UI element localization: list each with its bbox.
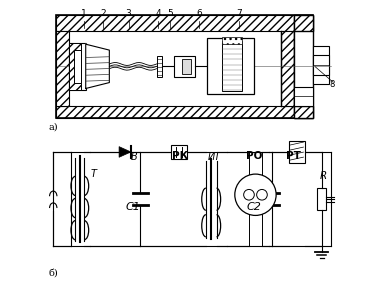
Circle shape — [257, 190, 267, 200]
Bar — [294, 15, 313, 31]
Text: 1: 1 — [81, 9, 87, 18]
Text: T: T — [90, 169, 96, 179]
Bar — [70, 43, 81, 90]
Bar — [56, 106, 313, 118]
Circle shape — [314, 58, 329, 72]
Bar — [289, 141, 305, 163]
Text: 7: 7 — [237, 9, 242, 18]
Bar — [207, 38, 254, 94]
Bar — [318, 188, 326, 210]
Bar — [294, 106, 313, 118]
Bar — [294, 15, 313, 118]
Circle shape — [235, 174, 276, 215]
Text: 3: 3 — [126, 9, 131, 18]
Text: B: B — [131, 152, 138, 162]
Bar — [313, 46, 329, 84]
Text: 8: 8 — [329, 80, 335, 89]
Bar — [70, 43, 86, 90]
Text: 4: 4 — [155, 9, 161, 18]
Text: РТ: РТ — [286, 151, 301, 161]
Text: РК: РК — [172, 151, 188, 161]
Bar — [74, 50, 81, 83]
Bar — [313, 55, 329, 75]
Bar — [56, 15, 313, 118]
Bar — [222, 41, 242, 91]
Text: R: R — [320, 170, 327, 181]
Bar — [294, 87, 313, 106]
Circle shape — [244, 190, 254, 200]
Bar — [222, 37, 242, 44]
Polygon shape — [86, 44, 109, 89]
Bar — [157, 56, 162, 77]
Text: C1: C1 — [126, 201, 141, 212]
Text: б): б) — [49, 268, 59, 277]
Text: 6: 6 — [197, 9, 202, 18]
Text: РО: РО — [246, 151, 262, 161]
Text: 2: 2 — [101, 9, 106, 18]
Bar — [56, 15, 313, 31]
Text: а): а) — [49, 122, 58, 131]
Bar — [56, 31, 70, 106]
Polygon shape — [119, 147, 131, 157]
Bar — [182, 59, 190, 74]
Text: ИТ: ИТ — [207, 152, 221, 162]
Bar — [170, 145, 187, 159]
Text: 5: 5 — [167, 9, 173, 18]
Bar — [281, 31, 294, 106]
Text: C2: C2 — [247, 201, 262, 212]
Bar — [174, 56, 195, 77]
